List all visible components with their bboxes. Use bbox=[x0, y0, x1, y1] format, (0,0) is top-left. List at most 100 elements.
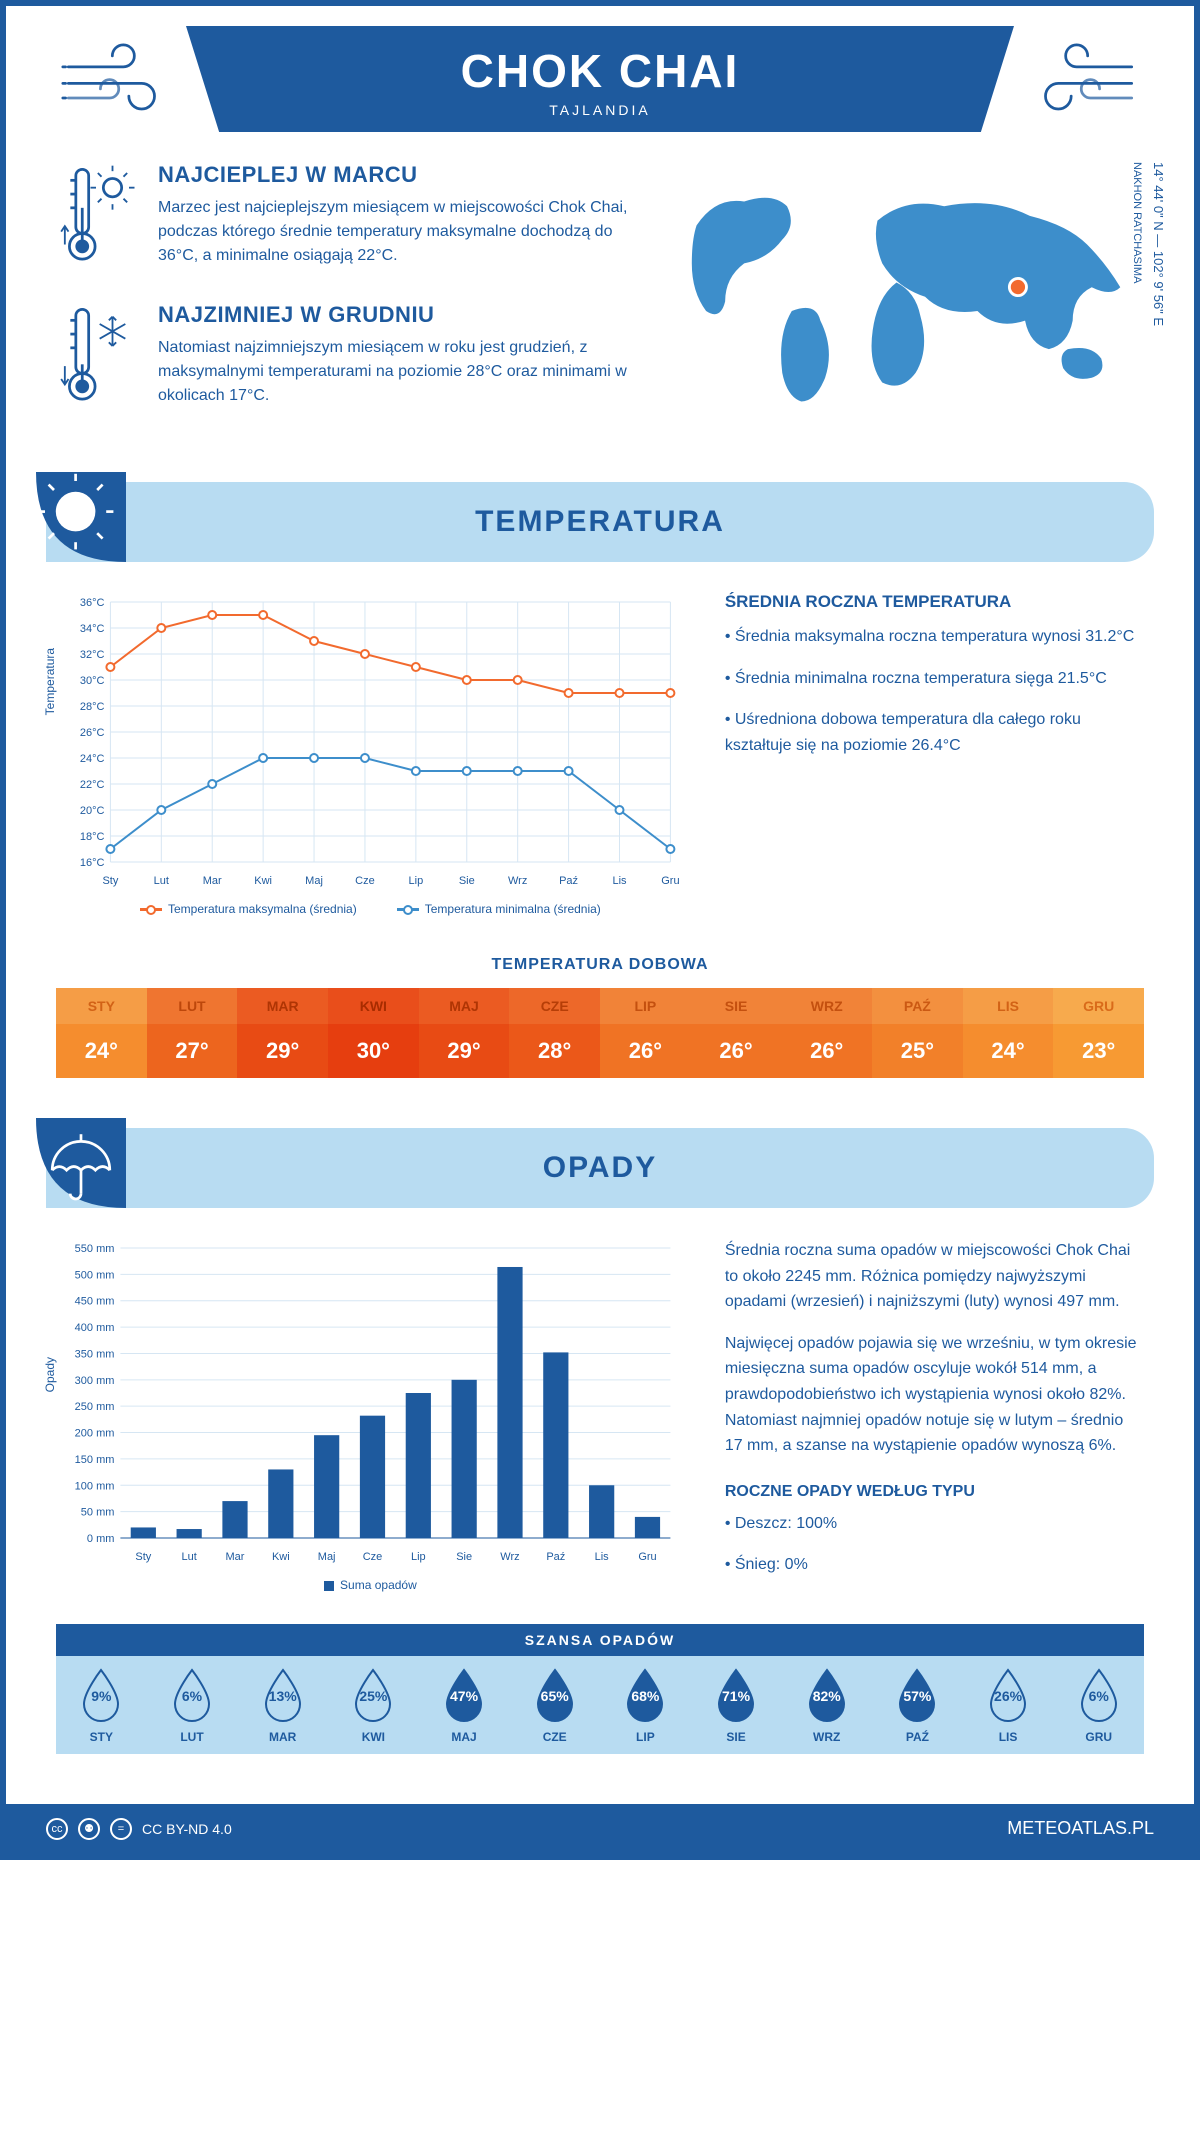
type-line: • Deszcz: 100% bbox=[725, 1511, 1144, 1537]
daily-cell: LIP26° bbox=[600, 988, 691, 1078]
summary-bullet: • Średnia minimalna roczna temperatura s… bbox=[725, 666, 1144, 692]
thermometer-sun-icon bbox=[56, 162, 136, 272]
daily-cell: WRZ26° bbox=[781, 988, 872, 1078]
svg-text:18°C: 18°C bbox=[80, 831, 105, 843]
svg-text:26°C: 26°C bbox=[80, 727, 105, 739]
svg-text:Mar: Mar bbox=[226, 1551, 245, 1563]
svg-text:24°C: 24°C bbox=[80, 753, 105, 765]
temp-summary: ŚREDNIA ROCZNA TEMPERATURA • Średnia mak… bbox=[725, 592, 1144, 916]
umbrella-icon bbox=[36, 1118, 126, 1208]
svg-text:16°C: 16°C bbox=[80, 857, 105, 869]
daily-cell: KWI30° bbox=[328, 988, 419, 1078]
svg-text:100 mm: 100 mm bbox=[75, 1480, 115, 1492]
svg-text:Maj: Maj bbox=[318, 1551, 336, 1563]
svg-text:200 mm: 200 mm bbox=[75, 1428, 115, 1440]
svg-text:32°C: 32°C bbox=[80, 649, 105, 661]
svg-text:Wrz: Wrz bbox=[508, 875, 527, 887]
svg-text:Gru: Gru bbox=[661, 875, 679, 887]
legend-item: Temperatura maksymalna (średnia) bbox=[140, 902, 357, 916]
warmest-title: NAJCIEPLEJ W MARCU bbox=[158, 162, 638, 188]
svg-text:400 mm: 400 mm bbox=[75, 1322, 115, 1334]
svg-text:Cze: Cze bbox=[355, 875, 375, 887]
chance-cell: 71% SIE bbox=[691, 1668, 782, 1744]
header: CHOK CHAI TAJLANDIA bbox=[6, 6, 1194, 132]
svg-text:20°C: 20°C bbox=[80, 805, 105, 817]
svg-text:300 mm: 300 mm bbox=[75, 1375, 115, 1387]
svg-text:Sie: Sie bbox=[459, 875, 475, 887]
chance-cell: 57% PAŹ bbox=[872, 1668, 963, 1744]
sun-icon bbox=[36, 472, 126, 562]
svg-text:28°C: 28°C bbox=[80, 701, 105, 713]
svg-text:Mar: Mar bbox=[203, 875, 222, 887]
svg-text:Sty: Sty bbox=[102, 875, 118, 887]
summary-bullet: • Średnia maksymalna roczna temperatura … bbox=[725, 624, 1144, 650]
svg-text:Lip: Lip bbox=[411, 1551, 426, 1563]
svg-text:Maj: Maj bbox=[305, 875, 323, 887]
coldest-title: NAJZIMNIEJ W GRUDNIU bbox=[158, 302, 638, 328]
coldest-body: Natomiast najzimniejszym miesiącem w rok… bbox=[158, 336, 638, 408]
daily-cell: CZE28° bbox=[509, 988, 600, 1078]
daily-cell: MAJ29° bbox=[419, 988, 510, 1078]
svg-text:Wrz: Wrz bbox=[500, 1551, 519, 1563]
page-title: CHOK CHAI bbox=[196, 44, 1004, 98]
warmest-body: Marzec jest najcieplejszym miesiącem w m… bbox=[158, 196, 638, 268]
temp-legend: Temperatura maksymalna (średnia)Temperat… bbox=[56, 902, 685, 916]
svg-text:Paź: Paź bbox=[559, 875, 578, 887]
daily-cell: LIS24° bbox=[963, 988, 1054, 1078]
wind-icon-left bbox=[46, 26, 186, 126]
svg-text:Kwi: Kwi bbox=[272, 1551, 290, 1563]
svg-text:34°C: 34°C bbox=[80, 623, 105, 635]
daily-cell: SIE26° bbox=[691, 988, 782, 1078]
svg-text:30°C: 30°C bbox=[80, 675, 105, 687]
daily-temp-title: TEMPERATURA DOBOWA bbox=[6, 956, 1194, 974]
svg-text:250 mm: 250 mm bbox=[75, 1401, 115, 1413]
daily-cell: STY24° bbox=[56, 988, 147, 1078]
daily-cell: PAŹ25° bbox=[872, 988, 963, 1078]
svg-text:Cze: Cze bbox=[363, 1551, 383, 1563]
chance-cell: 26% LIS bbox=[963, 1668, 1054, 1744]
page-subtitle: TAJLANDIA bbox=[196, 102, 1004, 118]
svg-text:36°C: 36°C bbox=[80, 597, 105, 609]
chance-cell: 13% MAR bbox=[237, 1668, 328, 1744]
summary-bullet: • Uśredniona dobowa temperatura dla całe… bbox=[725, 707, 1144, 758]
svg-text:Lut: Lut bbox=[154, 875, 169, 887]
svg-text:Lis: Lis bbox=[612, 875, 627, 887]
cc-icon: cc bbox=[46, 1818, 68, 1840]
precip-chance-strip: SZANSA OPADÓW 9% STY 6% LUT 13% bbox=[56, 1624, 1144, 1754]
svg-text:50 mm: 50 mm bbox=[81, 1507, 115, 1519]
section-precipitation: OPADY bbox=[46, 1128, 1154, 1208]
footer: cc ⚉ = CC BY-ND 4.0 METEOATLAS.PL bbox=[6, 1804, 1194, 1854]
chance-cell: 6% LUT bbox=[147, 1668, 238, 1744]
brand: METEOATLAS.PL bbox=[1007, 1818, 1154, 1839]
svg-text:Gru: Gru bbox=[638, 1551, 656, 1563]
thermometer-snow-icon bbox=[56, 302, 136, 412]
coordinates: 14° 44' 0" N — 102° 9' 56" E NAKHON RATC… bbox=[1126, 162, 1168, 326]
by-icon: ⚉ bbox=[78, 1818, 100, 1840]
svg-text:Lip: Lip bbox=[409, 875, 424, 887]
precip-summary: Średnia roczna suma opadów w miejscowośc… bbox=[725, 1238, 1144, 1594]
chance-cell: 65% CZE bbox=[509, 1668, 600, 1744]
daily-cell: GRU23° bbox=[1053, 988, 1144, 1078]
svg-text:550 mm: 550 mm bbox=[75, 1243, 115, 1255]
warmest-block: NAJCIEPLEJ W MARCU Marzec jest najcieple… bbox=[56, 162, 638, 272]
temperature-line-chart: 16°C18°C20°C22°C24°C26°C28°C30°C32°C34°C… bbox=[56, 592, 685, 892]
chance-cell: 68% LIP bbox=[600, 1668, 691, 1744]
precipitation-bar-chart: 0 mm50 mm100 mm150 mm200 mm250 mm300 mm3… bbox=[56, 1238, 685, 1568]
coldest-block: NAJZIMNIEJ W GRUDNIU Natomiast najzimnie… bbox=[56, 302, 638, 412]
chance-cell: 47% MAJ bbox=[419, 1668, 510, 1744]
precip-legend: Suma opadów bbox=[56, 1578, 685, 1592]
section-temperature: TEMPERATURA bbox=[46, 482, 1154, 562]
svg-text:350 mm: 350 mm bbox=[75, 1348, 115, 1360]
svg-text:500 mm: 500 mm bbox=[75, 1269, 115, 1281]
daily-cell: MAR29° bbox=[237, 988, 328, 1078]
daily-temp-strip: STY24°LUT27°MAR29°KWI30°MAJ29°CZE28°LIP2… bbox=[56, 988, 1144, 1078]
world-map: 14° 44' 0" N — 102° 9' 56" E NAKHON RATC… bbox=[668, 162, 1144, 422]
wind-icon-right bbox=[1014, 26, 1154, 126]
chance-cell: 25% KWI bbox=[328, 1668, 419, 1744]
svg-text:Sie: Sie bbox=[456, 1551, 472, 1563]
svg-text:Lut: Lut bbox=[182, 1551, 197, 1563]
svg-text:Lis: Lis bbox=[595, 1551, 610, 1563]
title-banner: CHOK CHAI TAJLANDIA bbox=[186, 26, 1014, 132]
svg-text:Sty: Sty bbox=[135, 1551, 151, 1563]
nd-icon: = bbox=[110, 1818, 132, 1840]
